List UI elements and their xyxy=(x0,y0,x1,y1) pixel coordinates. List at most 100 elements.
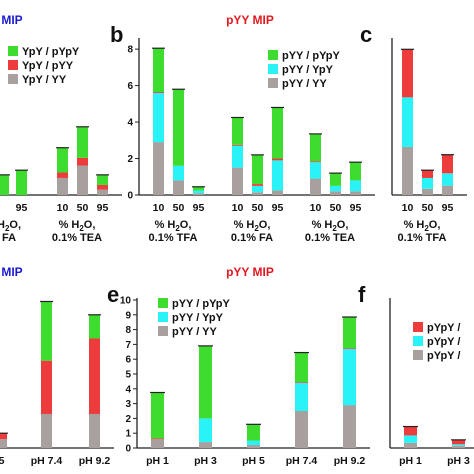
bar-segment-gray xyxy=(295,411,308,448)
bar-segment-cyan xyxy=(422,177,433,189)
bar-segment-red xyxy=(232,144,243,146)
y-tick-label: 5 xyxy=(125,370,131,381)
bar-segment-green xyxy=(16,170,27,195)
bar-segment-gray xyxy=(89,413,100,448)
bar-segment-green xyxy=(199,345,212,419)
legend-swatch xyxy=(413,322,423,332)
bar-segment-green xyxy=(343,317,356,349)
bar-segment-gray xyxy=(247,445,260,448)
legend-swatch xyxy=(8,46,18,56)
bar-segment-green xyxy=(350,162,361,181)
bar-segment-red xyxy=(0,433,7,440)
bar-segment-cyan xyxy=(153,92,164,143)
x-tick-label: 50 xyxy=(330,202,342,214)
bar-segment-cyan xyxy=(442,173,453,186)
bar-segment-cyan xyxy=(404,435,417,443)
legend-swatch xyxy=(413,336,423,346)
bar-segment-gray xyxy=(442,185,453,195)
legend-swatch xyxy=(158,326,168,336)
panel-title: MIP xyxy=(1,265,22,279)
y-tick-label: 7 xyxy=(125,340,131,351)
bar-segment-red xyxy=(252,184,263,186)
bar-segment-gray xyxy=(452,445,465,448)
bar-segment-green xyxy=(330,173,341,186)
bar-segment-cyan xyxy=(199,418,212,443)
group-label-line2: 0.1% TFA xyxy=(149,232,198,244)
group-label-line1: % H2O, xyxy=(312,219,349,233)
bar-segment-red xyxy=(310,161,321,163)
x-tick-label: pH 1 xyxy=(146,455,169,467)
x-tick-label: 10 xyxy=(232,202,244,214)
legend-swatch xyxy=(158,298,168,308)
y-tick-label: 3 xyxy=(125,399,131,410)
group-label-line1: % H2O, xyxy=(155,219,192,233)
bar-segment-green xyxy=(272,107,283,159)
bar-segment-gray xyxy=(310,178,321,195)
bar-segment-gray xyxy=(193,193,204,195)
y-tick-label: 10 xyxy=(120,296,132,307)
panel-letter: f xyxy=(358,282,366,307)
x-tick-label: 50 xyxy=(173,202,185,214)
bar-segment-gray xyxy=(97,189,108,195)
legend-swatch xyxy=(268,50,278,60)
bar-segment-cyan xyxy=(232,145,243,168)
bar-segment-gray xyxy=(350,191,361,195)
legend-label: pYY / YY xyxy=(282,78,328,90)
bar-segment-cyan xyxy=(310,162,321,179)
bar-segment-red xyxy=(422,170,433,178)
x-tick-label: 95 xyxy=(193,202,205,214)
bar-segment-red xyxy=(89,338,100,414)
legend-label: YpY / pYpY xyxy=(22,46,80,58)
bar-segment-red xyxy=(402,49,413,98)
bar-segment-gray xyxy=(422,188,433,195)
bar-segment-green xyxy=(0,174,9,195)
legend-swatch xyxy=(8,74,18,84)
legend-label: pYpY / xyxy=(427,350,460,362)
bar-segment-cyan xyxy=(402,97,413,147)
x-tick-label: pH 5 xyxy=(242,455,265,467)
legend-label: pYY / YY xyxy=(172,326,218,338)
bar-segment-green xyxy=(77,126,88,158)
bar-segment-green xyxy=(252,154,263,185)
bar-segment-red xyxy=(151,438,164,440)
legend-swatch xyxy=(8,60,18,70)
bar-segment-gray xyxy=(151,439,164,448)
bar-segment-gray xyxy=(252,192,263,195)
y-tick-label: 0 xyxy=(127,191,133,202)
bar-segment-gray xyxy=(199,442,212,448)
y-tick-label: 9 xyxy=(125,310,131,321)
legend-swatch xyxy=(158,312,168,322)
legend-label: pYpY / xyxy=(427,322,460,334)
bar-segment-cyan xyxy=(252,185,263,193)
bar-segment-green xyxy=(193,186,204,191)
bar-segment-red xyxy=(41,360,52,414)
bar-segment-gray xyxy=(343,405,356,448)
bar-segment-red xyxy=(272,158,283,161)
panel-title: pYY MIP xyxy=(226,265,274,279)
x-tick-label: 50 xyxy=(77,202,89,214)
bar-segment-red xyxy=(153,91,164,93)
panel-title: MIP xyxy=(1,13,22,27)
x-tick-label: pH 7.4 xyxy=(286,455,318,467)
bar-segment-red xyxy=(57,172,68,178)
bar-segment-gray xyxy=(330,191,341,195)
bar-segment-gray xyxy=(153,142,164,195)
bar-segment-green xyxy=(57,147,68,173)
bar-segment-gray xyxy=(57,177,68,195)
x-tick-label: 95 xyxy=(16,202,28,214)
panel-letter: e xyxy=(107,282,119,307)
bar-segment-red xyxy=(343,348,356,349)
x-tick-label: 50 xyxy=(252,202,264,214)
bar-segment-red xyxy=(77,157,88,166)
x-tick-label: 95 xyxy=(350,202,362,214)
legend-label: YpY / pYY xyxy=(22,60,74,72)
bar-segment-cyan xyxy=(193,190,204,194)
x-tick-label: 50 xyxy=(422,202,434,214)
legend-label: pYpY / xyxy=(427,336,460,348)
x-tick-label: 10 xyxy=(402,202,414,214)
legend-swatch xyxy=(268,78,278,88)
group-label-line2: 0.1% TEA xyxy=(52,232,102,244)
bar-segment-cyan xyxy=(247,440,260,446)
bar-segment-red xyxy=(404,426,417,436)
x-tick-label: 5 xyxy=(0,455,5,467)
